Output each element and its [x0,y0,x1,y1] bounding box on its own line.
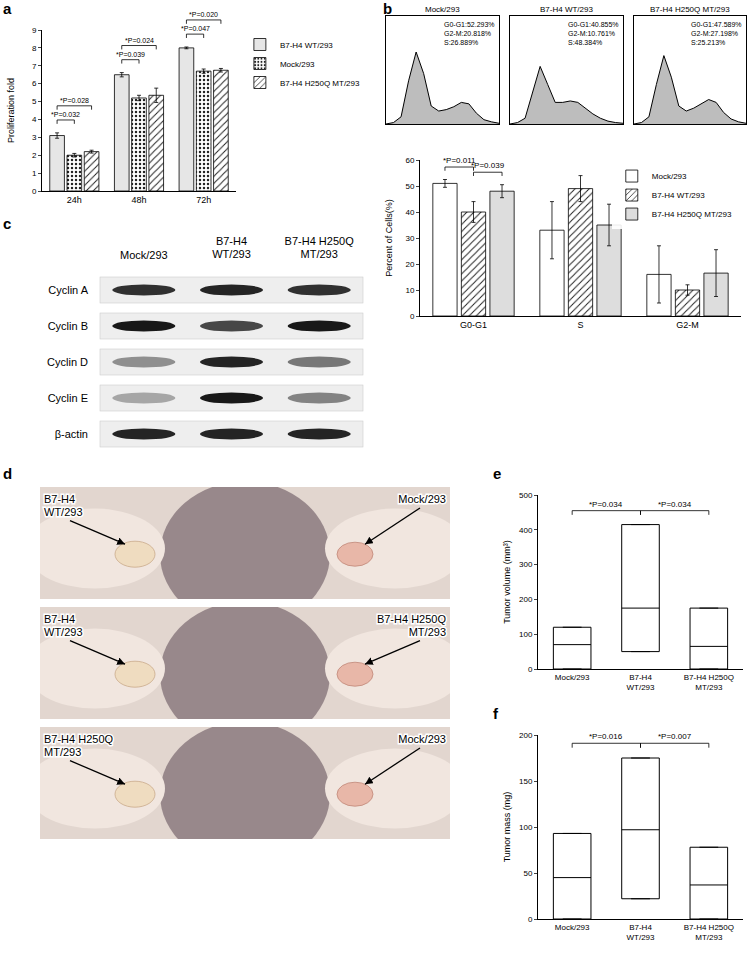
svg-text:*P=0.020: *P=0.020 [189,11,218,18]
svg-text:*P=0.039: *P=0.039 [471,161,505,170]
html-text:e: e [493,465,502,482]
svg-text:B7-H4 H250QMT/293: B7-H4 H250QMT/293 [377,613,447,638]
svg-text:Mock/293: Mock/293 [425,5,460,14]
svg-text:G0-G1: G0-G1 [460,320,487,330]
html-text:c: c [3,215,12,232]
svg-text:8: 8 [32,44,37,53]
svg-text:Percent of Cells(%): Percent of Cells(%) [384,199,394,277]
svg-text:100: 100 [519,630,533,639]
svg-text:Mock/293: Mock/293 [398,733,446,745]
svg-text:B7-H4WT/293: B7-H4WT/293 [626,673,655,692]
svg-text:200: 200 [519,595,533,604]
svg-text:G0-G1:47.589%G2-M:27.198%S:25.: G0-G1:47.589%G2-M:27.198%S:25.213% [691,21,742,46]
svg-text:4: 4 [32,115,37,124]
svg-text:B7-H4 WT/293: B7-H4 WT/293 [540,5,593,14]
svg-text:30: 30 [405,234,414,243]
svg-text:Cyclin E: Cyclin E [48,392,88,404]
svg-text:B7-H4 H250Q MT/293: B7-H4 H250Q MT/293 [280,79,360,88]
svg-text:Cyclin B: Cyclin B [48,320,88,332]
svg-text:Mock/293: Mock/293 [555,673,590,682]
svg-text:*P=0.034: *P=0.034 [589,500,623,509]
html-text:a: a [3,0,12,17]
svg-text:300: 300 [519,560,533,569]
svg-text:*P=0.034: *P=0.034 [658,500,692,509]
svg-text:100: 100 [519,823,533,832]
svg-text:3: 3 [32,133,37,142]
svg-text:6: 6 [32,79,37,88]
svg-text:Mock/293: Mock/293 [555,923,590,932]
svg-text:50: 50 [523,869,532,878]
svg-text:S: S [577,320,583,330]
html-text:f: f [493,705,498,722]
svg-text:500: 500 [519,491,533,500]
svg-text:9: 9 [32,26,37,35]
html-text:d: d [3,465,13,482]
svg-text:2: 2 [32,151,37,160]
svg-text:20: 20 [405,260,414,269]
svg-text:*P=0.039: *P=0.039 [116,51,145,58]
svg-text:1: 1 [32,169,37,178]
svg-text:150: 150 [519,777,533,786]
svg-text:Mock/293: Mock/293 [652,172,687,181]
svg-text:0: 0 [32,187,37,196]
svg-text:24h: 24h [67,195,82,205]
svg-text:40: 40 [405,208,414,217]
svg-text:B7-H4WT/293: B7-H4WT/293 [44,493,83,518]
svg-text:B7-H4 H250Q MT/293: B7-H4 H250Q MT/293 [652,210,732,219]
svg-text:B7-H4WT/293: B7-H4WT/293 [44,613,83,638]
svg-text:B7-H4 H250QMT/293: B7-H4 H250QMT/293 [44,733,114,758]
svg-text:Tumor volume (mm³): Tumor volume (mm³) [502,540,512,624]
svg-text:48h: 48h [131,195,146,205]
svg-text:Mock/293: Mock/293 [280,60,315,69]
svg-text:G0-G1:52.293%G2-M:20.818%S:26.: G0-G1:52.293%G2-M:20.818%S:26.889% [444,21,495,46]
svg-text:B7-H4WT/293: B7-H4WT/293 [212,235,251,260]
svg-text:50: 50 [405,182,414,191]
svg-text:Cyclin A: Cyclin A [48,284,88,296]
svg-text:0: 0 [410,312,415,321]
svg-text:Mock/293: Mock/293 [120,249,168,261]
svg-text:*P=0.047: *P=0.047 [181,25,210,32]
svg-text:10: 10 [405,286,414,295]
html-text:b: b [383,0,393,17]
svg-text:Cyclin D: Cyclin D [47,356,88,368]
svg-text:*P=0.032: *P=0.032 [51,111,80,118]
svg-text:B7-H4 H250Q MT/293: B7-H4 H250Q MT/293 [650,5,730,14]
svg-text:60: 60 [405,156,414,165]
svg-text:200: 200 [519,731,533,740]
svg-text:G2-M: G2-M [676,320,699,330]
svg-text:72h: 72h [196,195,211,205]
svg-text:*P=0.007: *P=0.007 [658,732,692,741]
svg-text:*P=0.028: *P=0.028 [60,97,89,104]
svg-text:*P=0.016: *P=0.016 [589,732,623,741]
svg-text:B7-H4WT/293: B7-H4WT/293 [626,923,655,942]
svg-text:7: 7 [32,62,37,71]
svg-text:B7-H4 WT/293: B7-H4 WT/293 [280,41,333,50]
svg-text:B7-H4 H250QMT/293: B7-H4 H250QMT/293 [285,235,355,260]
svg-text:*P=0.024: *P=0.024 [125,37,154,44]
svg-text:β-actin: β-actin [55,428,88,440]
svg-text:0: 0 [528,915,533,924]
svg-text:B7-H4 WT/293: B7-H4 WT/293 [652,191,705,200]
svg-text:400: 400 [519,526,533,535]
svg-text:Tumor mass (mg): Tumor mass (mg) [502,792,512,863]
svg-text:Mock/293: Mock/293 [398,493,446,505]
svg-text:B7-H4 H250QMT/293: B7-H4 H250QMT/293 [684,923,734,942]
svg-text:*P=0.011: *P=0.011 [443,156,476,165]
svg-text:0: 0 [528,665,533,674]
svg-text:Proliferation fold: Proliferation fold [6,78,16,143]
svg-text:B7-H4 H250QMT/293: B7-H4 H250QMT/293 [684,673,734,692]
svg-text:G0-G1:40.855%G2-M:10.761%S:48.: G0-G1:40.855%G2-M:10.761%S:48.384% [568,21,619,46]
svg-text:5: 5 [32,97,37,106]
